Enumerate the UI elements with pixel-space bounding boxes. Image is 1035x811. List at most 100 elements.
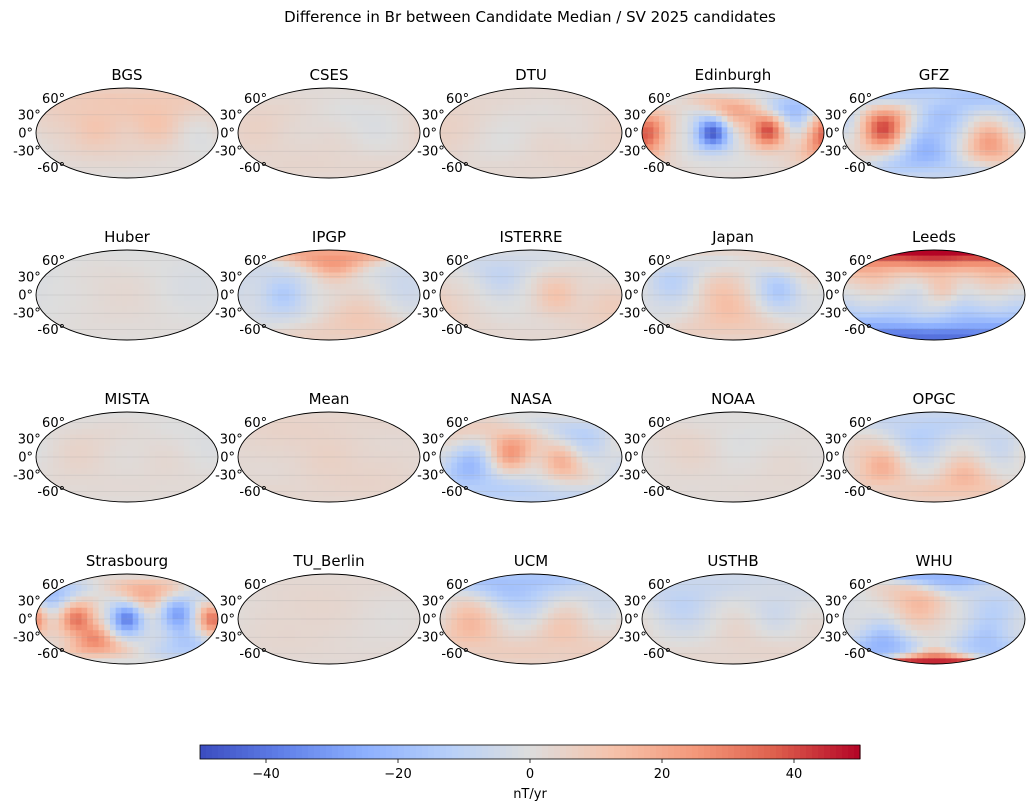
field-cell [132,261,139,268]
field-cell [653,110,660,117]
field-cell [744,278,751,285]
field-cell [368,133,376,140]
field-cell [698,311,706,319]
field-cell [525,250,532,257]
field-cell [277,149,285,157]
field-cell [519,311,526,319]
field-cell [704,306,711,313]
field-cell [346,328,353,335]
field-cell [41,121,48,128]
field-cell [733,110,740,117]
field-cell [255,110,262,117]
field-cell [812,289,819,296]
field-cell [676,144,683,151]
field-cell [491,261,498,268]
field-cell [289,155,296,162]
field-cell [593,328,600,335]
field-cell [865,133,873,140]
field-cell [610,99,617,106]
field-cell [457,127,464,134]
field-cell [357,266,364,274]
field-cell [916,88,924,95]
field-cell [451,283,458,290]
field-cell [576,300,583,307]
field-cell [911,261,918,268]
field-cell [727,93,734,100]
field-cell [323,295,330,302]
field-cell [92,99,100,106]
field-cell [323,93,330,100]
field-cell [559,278,566,285]
field-cell [1007,138,1015,145]
field-cell [334,93,341,100]
field-cell [951,278,958,285]
field-cell [593,255,600,262]
field-cell [928,104,935,112]
field-cell [928,266,935,274]
field-cell [945,110,952,117]
field-cell [778,93,785,100]
field-cell [385,149,393,157]
field-cell [806,295,814,302]
field-cell [951,88,958,95]
field-cell [698,93,706,100]
field-cell [962,144,969,151]
field-cell [576,323,583,330]
field-cell [277,144,285,151]
field-cell [733,144,740,151]
field-cell [990,110,998,117]
field-cell [249,272,256,279]
field-cell [206,127,213,134]
field-cell [715,311,723,319]
field-cell [789,88,797,95]
field-cell [744,289,751,296]
field-cell [542,93,549,100]
field-cell [733,300,740,307]
field-cell [474,138,481,145]
field-cell [778,88,785,95]
field-cell [311,328,319,335]
field-cell [604,272,612,279]
field-cell [491,104,498,112]
field-cell [277,300,285,307]
field-cell [155,166,162,173]
field-cell [58,133,66,140]
field-cell [755,261,763,268]
field-cell [670,121,677,128]
field-cell [47,272,54,279]
field-cell [536,317,543,324]
field-cell [161,289,168,296]
field-cell [149,133,157,140]
field-cell [340,323,347,330]
field-cell [317,161,324,168]
field-cell [178,317,185,324]
field-cell [744,155,751,162]
field-cell [109,138,117,145]
field-cell [582,144,589,151]
field-cell [772,138,780,145]
field-cell [848,289,855,296]
field-cell [317,328,324,335]
field-cell [451,272,458,279]
field-cell [681,283,689,290]
field-cell [266,110,273,117]
field-cell [149,88,157,95]
field-cell [363,272,370,279]
field-cell [144,328,151,335]
field-cell [593,144,600,151]
field-cell [778,266,785,274]
field-cell [474,317,481,324]
field-cell [508,110,515,117]
field-cell [317,250,324,257]
field-cell [317,104,324,112]
field-cell [715,261,723,268]
field-cell [647,300,654,307]
field-cell [323,272,330,279]
field-cell [127,261,134,268]
field-cell [479,317,487,324]
field-cell [755,272,763,279]
field-cell [973,278,981,285]
field-cell [587,323,595,330]
field-cell [206,138,213,145]
field-cell [542,116,549,123]
